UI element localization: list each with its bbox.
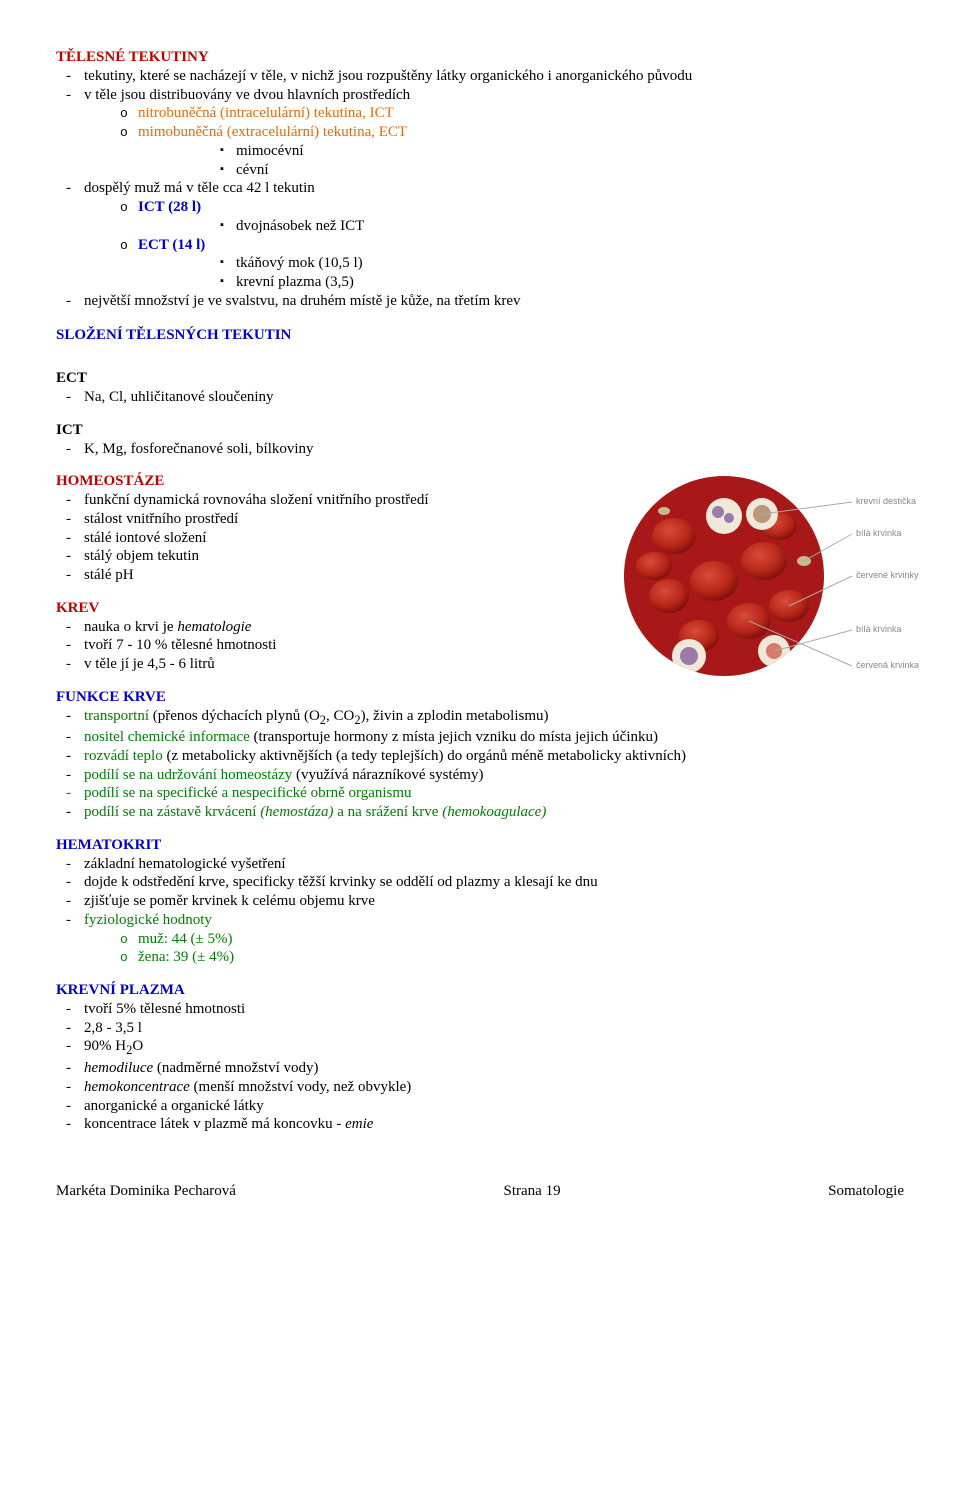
text: (nadměrné množství vody) bbox=[153, 1060, 318, 1076]
list-item: tvoří 7 - 10 % tělesné hmotnosti bbox=[56, 636, 904, 655]
footer-page: Strana 19 bbox=[504, 1182, 561, 1201]
heading-telesne-tekutiny: TĚLESNÉ TEKUTINY bbox=[56, 48, 904, 67]
list-item: anorganické a organické látky bbox=[56, 1097, 904, 1116]
list-item: Na, Cl, uhličitanové sloučeniny bbox=[56, 388, 904, 407]
text: (transportuje hormony z místa jejich vzn… bbox=[254, 729, 659, 745]
list-item: stálé iontové složení bbox=[56, 529, 904, 548]
footer-subject: Somatologie bbox=[828, 1182, 904, 1201]
list-item: mimobuněčná (extracelulární) tekutina, E… bbox=[84, 123, 904, 179]
heading-hematokrit: HEMATOKRIT bbox=[56, 836, 904, 855]
list-item: krevní plazma (3,5) bbox=[138, 273, 904, 292]
list-item: dojde k odstředění krve, specificky těžš… bbox=[56, 873, 904, 892]
list-item: tvoří 5% tělesné hmotnosti bbox=[56, 1000, 904, 1019]
list-item: transportní (přenos dýchacích plynů (O2,… bbox=[56, 707, 904, 729]
list-item: stálé pH bbox=[56, 566, 904, 585]
footer-author: Markéta Dominika Pecharová bbox=[56, 1182, 236, 1201]
text: dospělý muž má v těle cca 42 l tekutin bbox=[84, 180, 315, 196]
text: (menší množství vody, než obvykle) bbox=[190, 1079, 411, 1095]
text: hemokoncentrace bbox=[84, 1079, 190, 1095]
label-ect: ECT bbox=[56, 369, 904, 388]
list-item: v těle jí je 4,5 - 6 litrů bbox=[56, 655, 904, 674]
list-item: stálost vnitřního prostředí bbox=[56, 510, 904, 529]
text: nitrobuněčná (intracelulární) tekutina, … bbox=[138, 105, 394, 121]
list-item: dvojnásobek než ICT bbox=[138, 217, 904, 236]
list-item: podílí se na specifické a nespecifické o… bbox=[56, 784, 904, 803]
text: fyziologické hodnoty bbox=[84, 912, 212, 928]
list-item: funkční dynamická rovnováha složení vnit… bbox=[56, 491, 904, 510]
list-item: podílí se na zástavě krvácení (hemostáza… bbox=[56, 803, 904, 822]
text: transportní bbox=[84, 708, 153, 724]
text: nositel chemické informace bbox=[84, 729, 254, 745]
list-item: nitrobuněčná (intracelulární) tekutina, … bbox=[84, 104, 904, 123]
heading-krevni-plazma: KREVNÍ PLAZMA bbox=[56, 981, 904, 1000]
text: podílí se na zástavě krvácení bbox=[84, 804, 260, 820]
list-item: 2,8 - 3,5 l bbox=[56, 1019, 904, 1038]
text: (využívá nárazníkové systémy) bbox=[296, 767, 483, 783]
list-item: základní hematologické vyšetření bbox=[56, 855, 904, 874]
text: emie bbox=[345, 1116, 373, 1132]
text: 90% H bbox=[84, 1038, 126, 1054]
text: nauka o krvi je bbox=[84, 619, 177, 635]
list-item: zjišťuje se poměr krvinek k celému objem… bbox=[56, 892, 904, 911]
list-item: hemokoncentrace (menší množství vody, ne… bbox=[56, 1078, 904, 1097]
list-item: podílí se na udržování homeostázy (využí… bbox=[56, 766, 904, 785]
text: (hemokoagulace) bbox=[442, 804, 546, 820]
list-item: rozvádí teplo (z metabolicky aktivnějšíc… bbox=[56, 747, 904, 766]
list-item: žena: 39 (± 4%) bbox=[84, 948, 904, 967]
text: ), živin a zplodin metabolismu) bbox=[361, 708, 549, 724]
list-item: muž: 44 (± 5%) bbox=[84, 930, 904, 949]
list-item: stálý objem tekutin bbox=[56, 547, 904, 566]
label-ict: ICT bbox=[56, 421, 904, 440]
list-telesne-tekutiny: tekutiny, které se nacházejí v těle, v n… bbox=[56, 67, 904, 311]
text: mimobuněčná (extracelulární) tekutina, E… bbox=[138, 124, 407, 140]
text: , CO bbox=[326, 708, 354, 724]
text: O bbox=[132, 1038, 143, 1054]
list-item: koncentrace látek v plazmě má koncovku -… bbox=[56, 1115, 904, 1134]
text: (přenos dýchacích plynů (O bbox=[153, 708, 320, 724]
text: a na srážení krve bbox=[334, 804, 443, 820]
text: ICT (28 l) bbox=[138, 199, 201, 215]
text: (z metabolicky aktivnějších (a tedy tepl… bbox=[166, 748, 686, 764]
list-item: ICT (28 l) dvojnásobek než ICT bbox=[84, 198, 904, 236]
list-item: fyziologické hodnoty muž: 44 (± 5%) žena… bbox=[56, 911, 904, 967]
text: hemodiluce bbox=[84, 1060, 153, 1076]
page-footer: Markéta Dominika Pecharová Strana 19 Som… bbox=[56, 1182, 904, 1201]
list-item: tkáňový mok (10,5 l) bbox=[138, 254, 904, 273]
list-item: nauka o krvi je hematologie bbox=[56, 618, 904, 637]
list-item: největší množství je ve svalstvu, na dru… bbox=[56, 292, 904, 311]
text: v těle jsou distribuovány ve dvou hlavní… bbox=[84, 87, 410, 103]
text: rozvádí teplo bbox=[84, 748, 166, 764]
heading-slozeni: SLOŽENÍ TĚLESNÝCH TEKUTIN bbox=[56, 326, 904, 345]
list-item: cévní bbox=[138, 161, 904, 180]
list-item: tekutiny, které se nacházejí v těle, v n… bbox=[56, 67, 904, 86]
text: (hemostáza) bbox=[260, 804, 333, 820]
text: ECT (14 l) bbox=[138, 237, 205, 253]
list-item: v těle jsou distribuovány ve dvou hlavní… bbox=[56, 86, 904, 180]
list-item: ECT (14 l) tkáňový mok (10,5 l) krevní p… bbox=[84, 236, 904, 292]
text: koncentrace látek v plazmě má koncovku - bbox=[84, 1116, 345, 1132]
text: podílí se na udržování homeostázy bbox=[84, 767, 296, 783]
list-item: dospělý muž má v těle cca 42 l tekutin I… bbox=[56, 179, 904, 292]
list-item: 90% H2O bbox=[56, 1037, 904, 1059]
text: hematologie bbox=[177, 619, 251, 635]
list-item: nositel chemické informace (transportuje… bbox=[56, 728, 904, 747]
list-item: hemodiluce (nadměrné množství vody) bbox=[56, 1059, 904, 1078]
list-item: K, Mg, fosforečnanové soli, bílkoviny bbox=[56, 440, 904, 459]
list-item: mimocévní bbox=[138, 142, 904, 161]
